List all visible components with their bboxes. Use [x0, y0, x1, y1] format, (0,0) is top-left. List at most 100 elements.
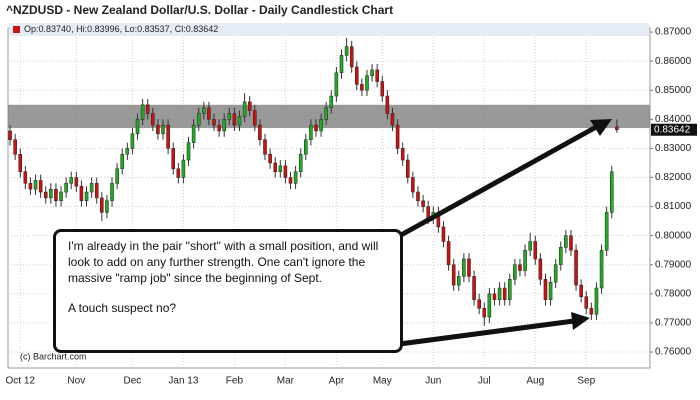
candle-body	[426, 206, 430, 219]
candle-body	[18, 153, 23, 172]
candle-body	[110, 183, 114, 202]
y-tick-label: 0.83000	[655, 143, 692, 154]
last-price-label: 0.83642	[654, 124, 691, 135]
candle-body	[191, 124, 196, 143]
candle-body	[543, 279, 548, 300]
x-tick-label: Oct 12	[6, 376, 36, 387]
candle-body	[94, 183, 99, 199]
candle-body	[411, 177, 415, 193]
info-prefix: , Hi:	[71, 24, 87, 34]
annotation-text: A touch suspect no?	[68, 301, 177, 315]
y-tick-label: 0.78000	[655, 288, 692, 299]
info-value: 0.83537	[137, 24, 170, 34]
candle-body	[558, 247, 563, 265]
candle-body	[23, 171, 28, 184]
candle-body	[227, 113, 232, 120]
candle-body	[538, 258, 543, 280]
candle-body	[319, 119, 323, 132]
candle-body	[604, 212, 609, 251]
candle-body	[237, 116, 242, 126]
candle-body	[507, 279, 512, 300]
candle-body	[115, 168, 119, 184]
y-tick-label: 0.84000	[655, 114, 692, 125]
candle-body	[253, 110, 257, 126]
candle-body	[278, 165, 283, 172]
candle-body	[533, 241, 538, 260]
y-tick-label: 0.85000	[655, 85, 692, 96]
candle-body	[314, 124, 318, 132]
legend-swatch	[13, 26, 20, 33]
candle-body	[38, 180, 43, 193]
candle-body	[355, 66, 359, 85]
x-tick-label: Apr	[329, 376, 345, 387]
candle-body	[548, 281, 553, 300]
watermark: (c) Barchart.com	[20, 351, 87, 361]
candle-body	[579, 284, 583, 297]
x-tick-label: May	[373, 376, 392, 387]
info-value: 0.83996	[87, 24, 120, 34]
candle-body	[334, 72, 339, 97]
candle-body	[304, 139, 308, 155]
candle-body	[166, 124, 170, 149]
candle-body	[13, 139, 17, 155]
candle-body	[28, 183, 33, 190]
candle-body	[497, 287, 502, 300]
last-price-box	[651, 123, 697, 136]
candles	[8, 37, 619, 326]
candle-body	[375, 69, 379, 82]
candle-body	[472, 276, 476, 300]
info-value: 0.83740	[39, 24, 72, 34]
arrows	[390, 119, 612, 348]
candle-body	[242, 101, 247, 117]
candle-body	[130, 133, 135, 149]
band-layer	[8, 104, 650, 129]
candle-body	[196, 113, 201, 126]
candle-body	[84, 191, 89, 202]
info-prefix: , Lo:	[120, 24, 138, 34]
y-tick-label: 0.76000	[655, 347, 692, 358]
candle-body	[482, 308, 487, 318]
candle-body	[615, 126, 619, 130]
candle-body	[487, 293, 492, 318]
info-bar	[9, 23, 649, 36]
y-tick-label: 0.87000	[655, 27, 692, 38]
candle-body	[74, 177, 79, 187]
candle-body	[263, 139, 267, 155]
candle-body	[609, 171, 614, 213]
candle-body	[8, 130, 12, 140]
candle-body	[462, 258, 466, 277]
candle-body	[100, 197, 104, 213]
resistance-band	[8, 104, 650, 129]
candle-body	[247, 101, 252, 111]
candle-body	[217, 124, 221, 132]
candle-body	[569, 235, 573, 251]
candle-body	[385, 95, 390, 114]
candle-body	[502, 287, 507, 300]
arrow-head	[590, 119, 612, 136]
candle-body	[64, 183, 68, 193]
candle-body	[564, 235, 568, 248]
arrow-shaft	[391, 318, 575, 348]
candle-body	[416, 191, 420, 202]
candle-body	[145, 104, 150, 114]
x-tick-label: Aug	[526, 376, 544, 387]
candle-body	[477, 299, 481, 309]
candle-body	[344, 46, 349, 56]
candle-body	[329, 95, 334, 108]
candle-body	[293, 171, 298, 184]
candle-body	[33, 180, 38, 190]
x-tick-label: Jul	[478, 376, 491, 387]
candle-body	[171, 148, 175, 170]
arrow-shaft	[390, 123, 600, 243]
candle-body	[232, 113, 237, 126]
y-tick-label: 0.79000	[655, 259, 692, 270]
candle-body	[584, 296, 589, 309]
candle-body	[594, 287, 599, 315]
x-tick-label: Jun	[425, 376, 441, 387]
candle-body	[89, 183, 94, 193]
arrow-head	[571, 312, 590, 330]
candle-body	[513, 264, 517, 280]
candle-body	[298, 153, 303, 172]
candle-body	[273, 162, 277, 172]
x-tick-label: Mar	[277, 376, 295, 387]
